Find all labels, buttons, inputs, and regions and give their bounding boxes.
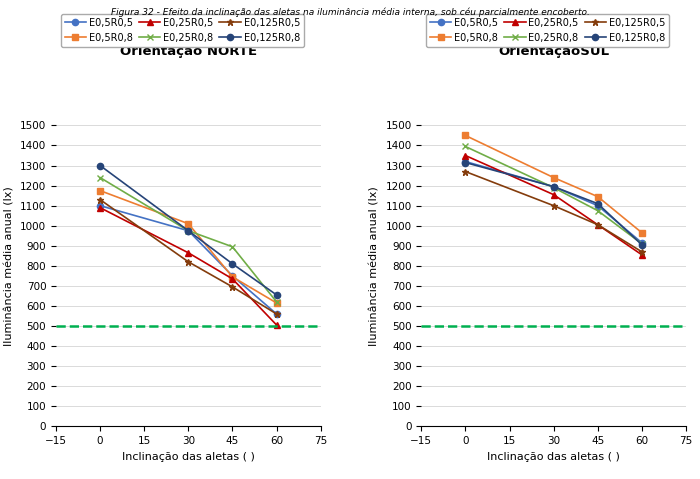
Text: Figura 32 - Efeito da inclinação das aletas na iluminância média interna, sob cé: Figura 32 - Efeito da inclinação das ale… [111,7,589,17]
Y-axis label: Iluminância média anual (lx): Iluminância média anual (lx) [4,186,15,346]
Legend: E0,5R0,5, E0,5R0,8, E0,25R0,5, E0,25R0,8, E0,125R0,5, E0,125R0,8: E0,5R0,5, E0,5R0,8, E0,25R0,5, E0,25R0,8… [426,14,669,46]
X-axis label: Inclinação das aletas ( ): Inclinação das aletas ( ) [487,452,620,462]
X-axis label: Inclinação das aletas ( ): Inclinação das aletas ( ) [122,452,255,462]
Y-axis label: Iluminância média anual (lx): Iluminância média anual (lx) [370,186,380,346]
Title: OrientaçãoSUL: OrientaçãoSUL [498,46,609,58]
Title: Orientação NORTE: Orientação NORTE [120,46,257,58]
Legend: E0,5R0,5, E0,5R0,8, E0,25R0,5, E0,25R0,8, E0,125R0,5, E0,125R0,8: E0,5R0,5, E0,5R0,8, E0,25R0,5, E0,25R0,8… [61,14,304,46]
